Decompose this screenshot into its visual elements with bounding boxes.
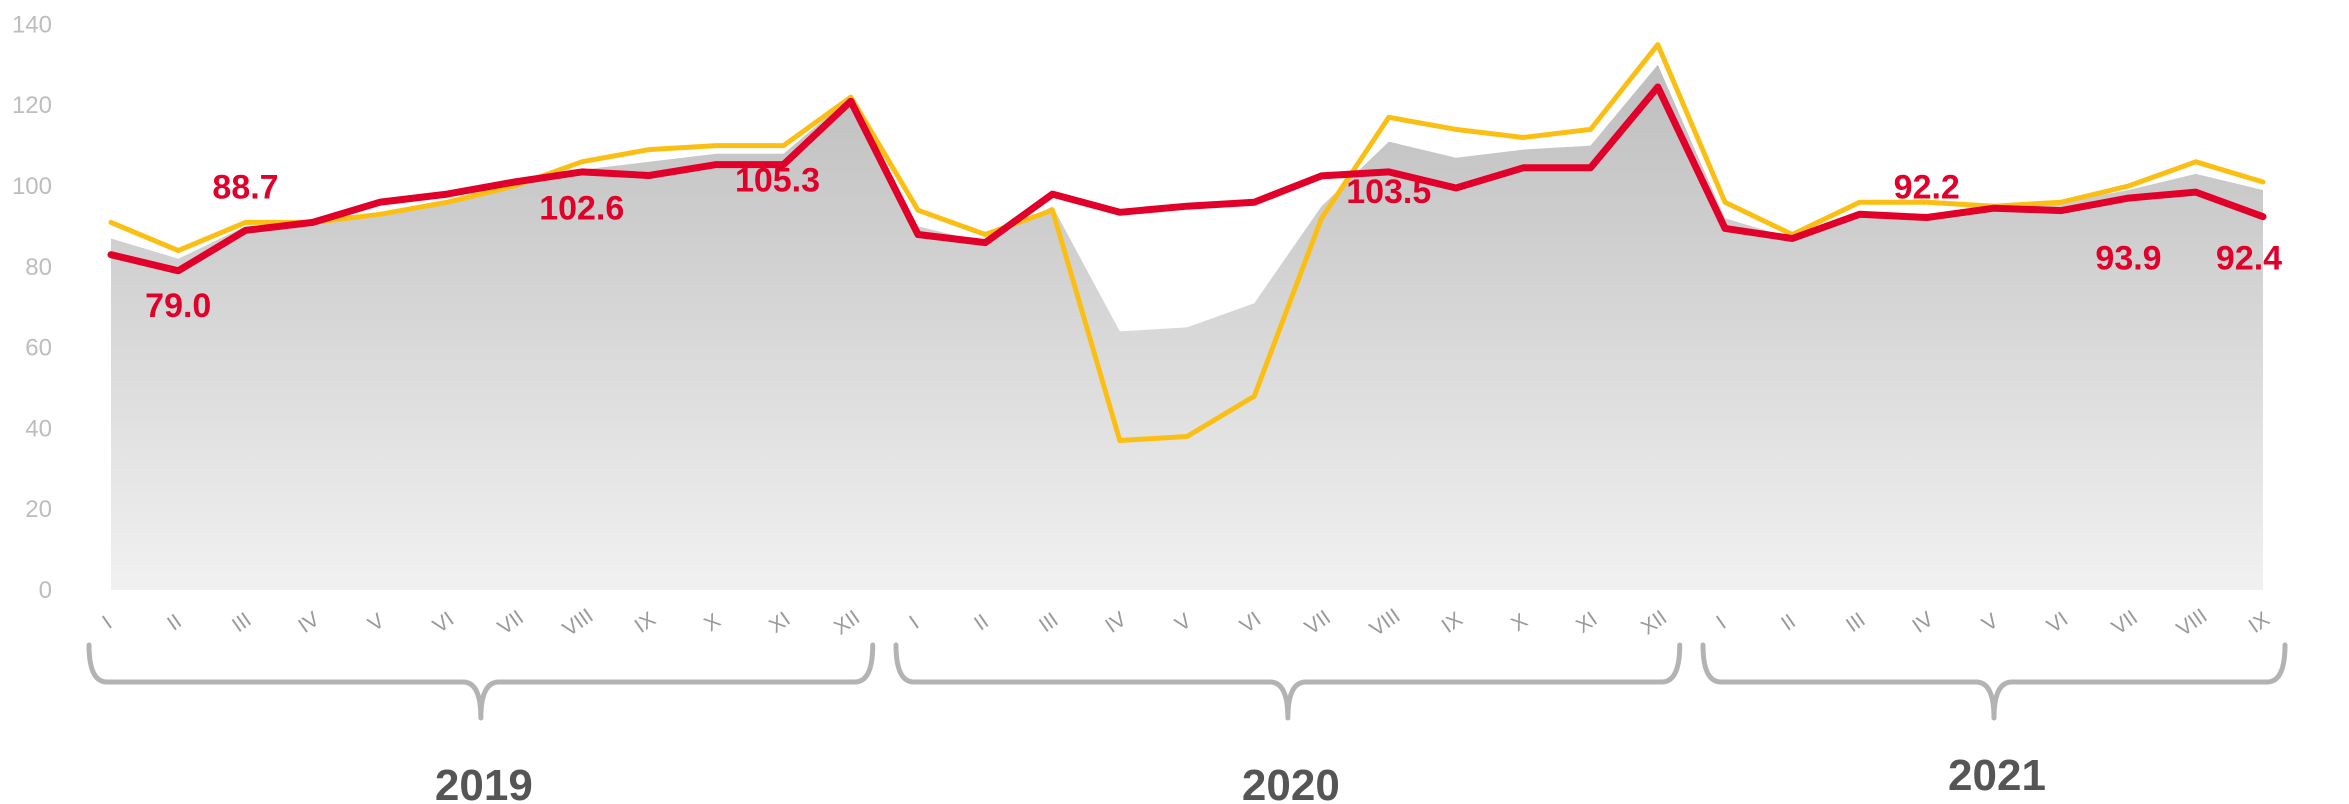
- x-tick-label: V: [1171, 609, 1196, 636]
- yellow-series-line: [108, 42, 2266, 443]
- data-label: 93.9: [2095, 240, 2161, 278]
- x-tick-label: XI: [765, 608, 794, 638]
- x-tick-label: III: [1842, 608, 1870, 637]
- data-label: 88.7: [212, 169, 278, 207]
- x-tick-label: XI: [1572, 608, 1601, 638]
- x-tick-label: XII: [1637, 606, 1671, 640]
- x-tick-label: IX: [1438, 608, 1467, 638]
- x-tick-label: VIII: [1366, 604, 1405, 641]
- x-tick-label: I: [98, 612, 116, 634]
- x-tick-label: II: [1777, 610, 1800, 636]
- x-tick-label: X: [700, 609, 725, 636]
- area-series: [111, 64, 2263, 591]
- y-tick-label: 120: [12, 92, 52, 119]
- x-tick-label: XII: [830, 606, 864, 640]
- y-tick-label: 140: [12, 11, 52, 38]
- data-label: 92.4: [2216, 240, 2282, 278]
- x-tick-label: III: [1035, 608, 1063, 637]
- x-tick-label: X: [1507, 609, 1532, 636]
- y-tick-label: 60: [25, 335, 52, 362]
- x-tick-label: VI: [2043, 608, 2072, 638]
- x-tick-label: IX: [2245, 608, 2274, 638]
- data-label: 102.6: [539, 189, 624, 227]
- x-tick-label: VIII: [2173, 604, 2212, 641]
- data-label: 79.0: [145, 287, 211, 325]
- x-tick-label: I: [1712, 612, 1730, 634]
- y-tick-label: 100: [12, 173, 52, 200]
- y-tick-label: 0: [39, 577, 52, 604]
- line-series: [107, 42, 2267, 443]
- y-axis: 0 20 40 60 80 100 120 140: [12, 11, 52, 604]
- x-tick-label: V: [364, 609, 389, 636]
- year-groups: 2019 2020 2021: [86, 642, 2288, 804]
- x-tick-label: I: [905, 612, 923, 634]
- y-tick-label: 80: [25, 254, 52, 281]
- year-brace: [893, 642, 1683, 721]
- year-label: 2019: [435, 761, 533, 804]
- year-label: 2021: [1948, 751, 2046, 800]
- year-label: 2020: [1242, 761, 1340, 804]
- x-tick-label: II: [163, 610, 186, 636]
- x-tick-label: VII: [494, 606, 528, 640]
- data-label: 103.5: [1346, 173, 1431, 211]
- x-tick-label: II: [970, 610, 993, 636]
- x-tick-label: V: [1978, 609, 2003, 636]
- y-tick-label: 20: [25, 496, 52, 523]
- x-tick-label: VII: [2108, 606, 2142, 640]
- data-label: 105.3: [735, 162, 820, 200]
- x-tick-label: IV: [294, 608, 323, 638]
- y-tick-label: 40: [25, 415, 52, 442]
- x-tick-label: VI: [429, 608, 458, 638]
- data-labels: 79.0 88.7 102.6 105.3 103.5 92.2 93.9 92.4: [145, 162, 2282, 325]
- area-series-fill: [111, 64, 2263, 591]
- x-tick-label: IX: [631, 608, 660, 638]
- x-axis: I II III IV V VI VII VIII IX X XI XII I II III IV V VI VII…: [98, 604, 2274, 641]
- year-brace: [1700, 642, 2288, 721]
- x-tick-label: VI: [1236, 608, 1265, 638]
- x-tick-label: IV: [1908, 608, 1937, 638]
- data-label: 92.2: [1894, 169, 1960, 207]
- x-tick-label: VIII: [559, 604, 598, 641]
- year-brace: [86, 642, 876, 721]
- x-tick-label: IV: [1101, 608, 1130, 638]
- x-tick-label: III: [228, 608, 256, 637]
- red-series-line: [107, 83, 2267, 275]
- x-tick-label: VII: [1301, 606, 1335, 640]
